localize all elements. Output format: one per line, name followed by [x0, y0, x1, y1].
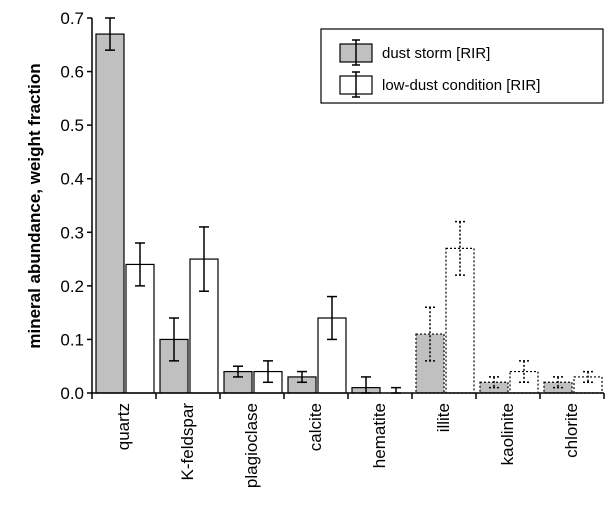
y-tick-label: 0.5 [60, 116, 84, 135]
x-tick-label-plagioclase: plagioclase [242, 403, 261, 488]
y-tick-label: 0.0 [60, 384, 84, 403]
x-tick-label-kaolinite: kaolinite [498, 403, 517, 465]
error-bar-low-dust-k-feldspar [199, 226, 209, 292]
legend-label: low-dust condition [RIR] [382, 77, 540, 94]
legend-item-low-dust: low-dust condition [RIR] [339, 71, 540, 98]
y-axis-title: mineral abundance, weight fraction [25, 63, 44, 348]
legend-item-dust-storm: dust storm [RIR] [339, 39, 490, 66]
bar-dust-storm-illite [415, 333, 445, 394]
error-bar-dust-storm-quartz [105, 17, 115, 51]
y-tick-label: 0.3 [60, 223, 84, 242]
x-tick-label-quartz: quartz [114, 403, 133, 450]
y-tick-labels: 0.0 0.1 0.2 0.3 0.4 0.5 0.6 0.7 [60, 9, 84, 403]
bar-low-dust-k-feldspar [189, 258, 219, 394]
error-bar-dust-storm-calcite [297, 370, 307, 384]
error-bar-low-dust-illite [455, 220, 465, 276]
error-bar-dust-storm-illite [425, 306, 435, 362]
legend-label: dust storm [RIR] [382, 45, 490, 62]
error-bar-dust-storm-chlorite [553, 376, 563, 389]
error-bar-dust-storm-k-feldspar [169, 317, 179, 362]
error-bar-low-dust-calcite [327, 295, 337, 341]
x-tick-label-k-feldspar: K-feldspar [178, 403, 197, 481]
error-bar-low-dust-chlorite [583, 370, 593, 384]
error-bar-low-dust-hematite [391, 386, 401, 394]
x-tick-label-chlorite: chlorite [562, 403, 581, 458]
y-tick-label: 0.6 [60, 63, 84, 82]
x-tick-label-calcite: calcite [306, 403, 325, 451]
y-tick-label: 0.2 [60, 277, 84, 296]
error-bar-low-dust-kaolinite [519, 360, 529, 384]
error-bar-low-dust-plagioclase [263, 360, 273, 384]
bar-low-dust-illite [445, 247, 475, 394]
x-tick-label-illite: illite [434, 403, 453, 432]
error-bar-low-dust-quartz [135, 242, 145, 287]
error-bars-layer [105, 17, 593, 394]
bar-dust-storm-quartz [95, 33, 125, 394]
y-tick-label: 0.7 [60, 9, 84, 28]
error-bar-dust-storm-plagioclase [233, 365, 243, 378]
x-tick-labels: quartz K-feldspar plagioclase calcite hemati… [114, 403, 581, 488]
y-tick-label: 0.1 [60, 330, 84, 349]
bar-low-dust-chlorite [573, 376, 603, 394]
axes-layer [87, 17, 605, 399]
error-bar-dust-storm-kaolinite [489, 376, 499, 389]
legend: dust storm [RIR] low-dust condition [RIR] [320, 28, 604, 104]
y-tick-label: 0.4 [60, 170, 84, 189]
x-tick-label-hematite: hematite [370, 403, 389, 468]
